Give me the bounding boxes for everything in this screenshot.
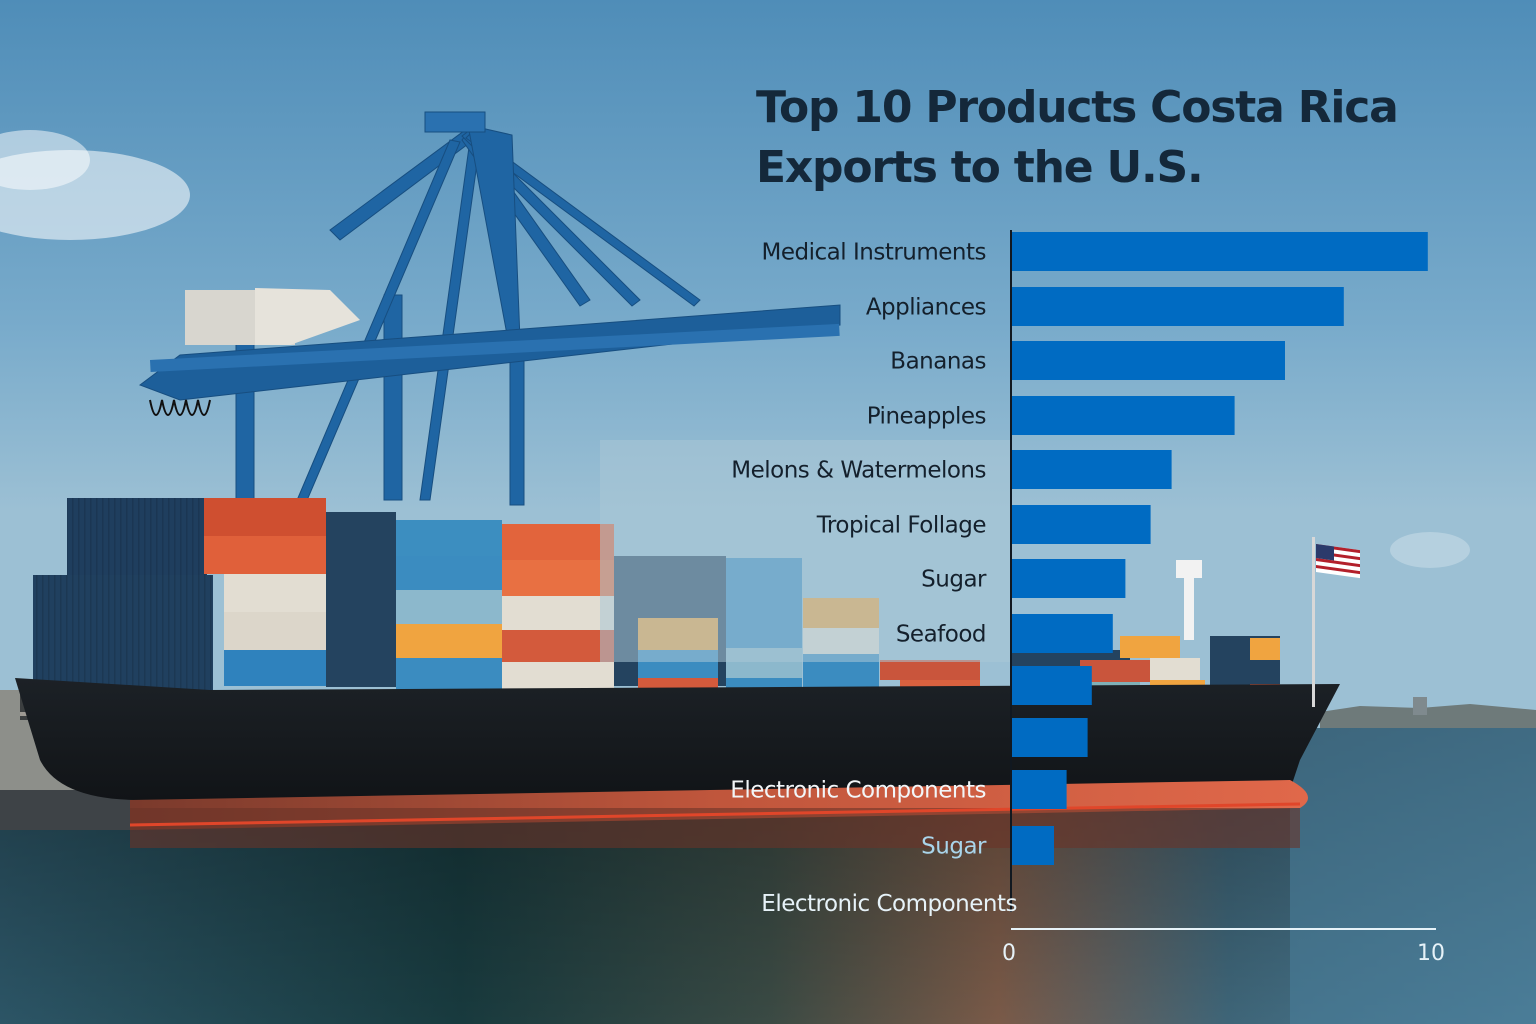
bar-9 [1012, 666, 1092, 705]
us-flag-icon [1312, 537, 1360, 707]
bar-12 [1012, 826, 1054, 865]
category-label-11: Electronic Components [730, 778, 986, 804]
category-label-12: Sugar [921, 834, 987, 860]
extra-category-label: Electronic Components [761, 891, 1017, 917]
bar-10 [1012, 718, 1088, 757]
bar-4 [1012, 396, 1235, 435]
bar-5 [1012, 450, 1172, 489]
gantry-crane [138, 111, 841, 506]
x-tick-label-0: 0 [1002, 941, 1016, 966]
bar-3 [1012, 341, 1285, 380]
chart-title-line-1: Top 10 Products Costa Rica [756, 82, 1398, 133]
category-label-8: Seafood [896, 622, 986, 648]
ship-hull [15, 678, 1340, 800]
category-label-2: Appliances [866, 295, 986, 321]
bar-6 [1012, 505, 1151, 544]
chart-title-line-2: Exports to the U.S. [756, 142, 1203, 193]
bars [1012, 232, 1428, 865]
category-label-1: Medical Instruments [762, 240, 986, 266]
bar-11 [1012, 770, 1067, 809]
bar-8 [1012, 614, 1113, 653]
bar-1 [1012, 232, 1428, 271]
category-label-4: Pineapples [867, 404, 986, 430]
category-label-3: Bananas [890, 349, 986, 375]
label-panel [600, 440, 1010, 662]
category-label-6: Tropical Follage [816, 513, 986, 539]
bar-2 [1012, 287, 1344, 326]
x-tick-label-10: 10 [1417, 941, 1445, 966]
bar-7 [1012, 559, 1126, 598]
category-label-5: Melons & Watermelons [731, 458, 986, 484]
category-labels: Medical Instruments Appliances Bananas Pine… [730, 240, 987, 860]
category-label-7: Sugar [921, 567, 987, 593]
